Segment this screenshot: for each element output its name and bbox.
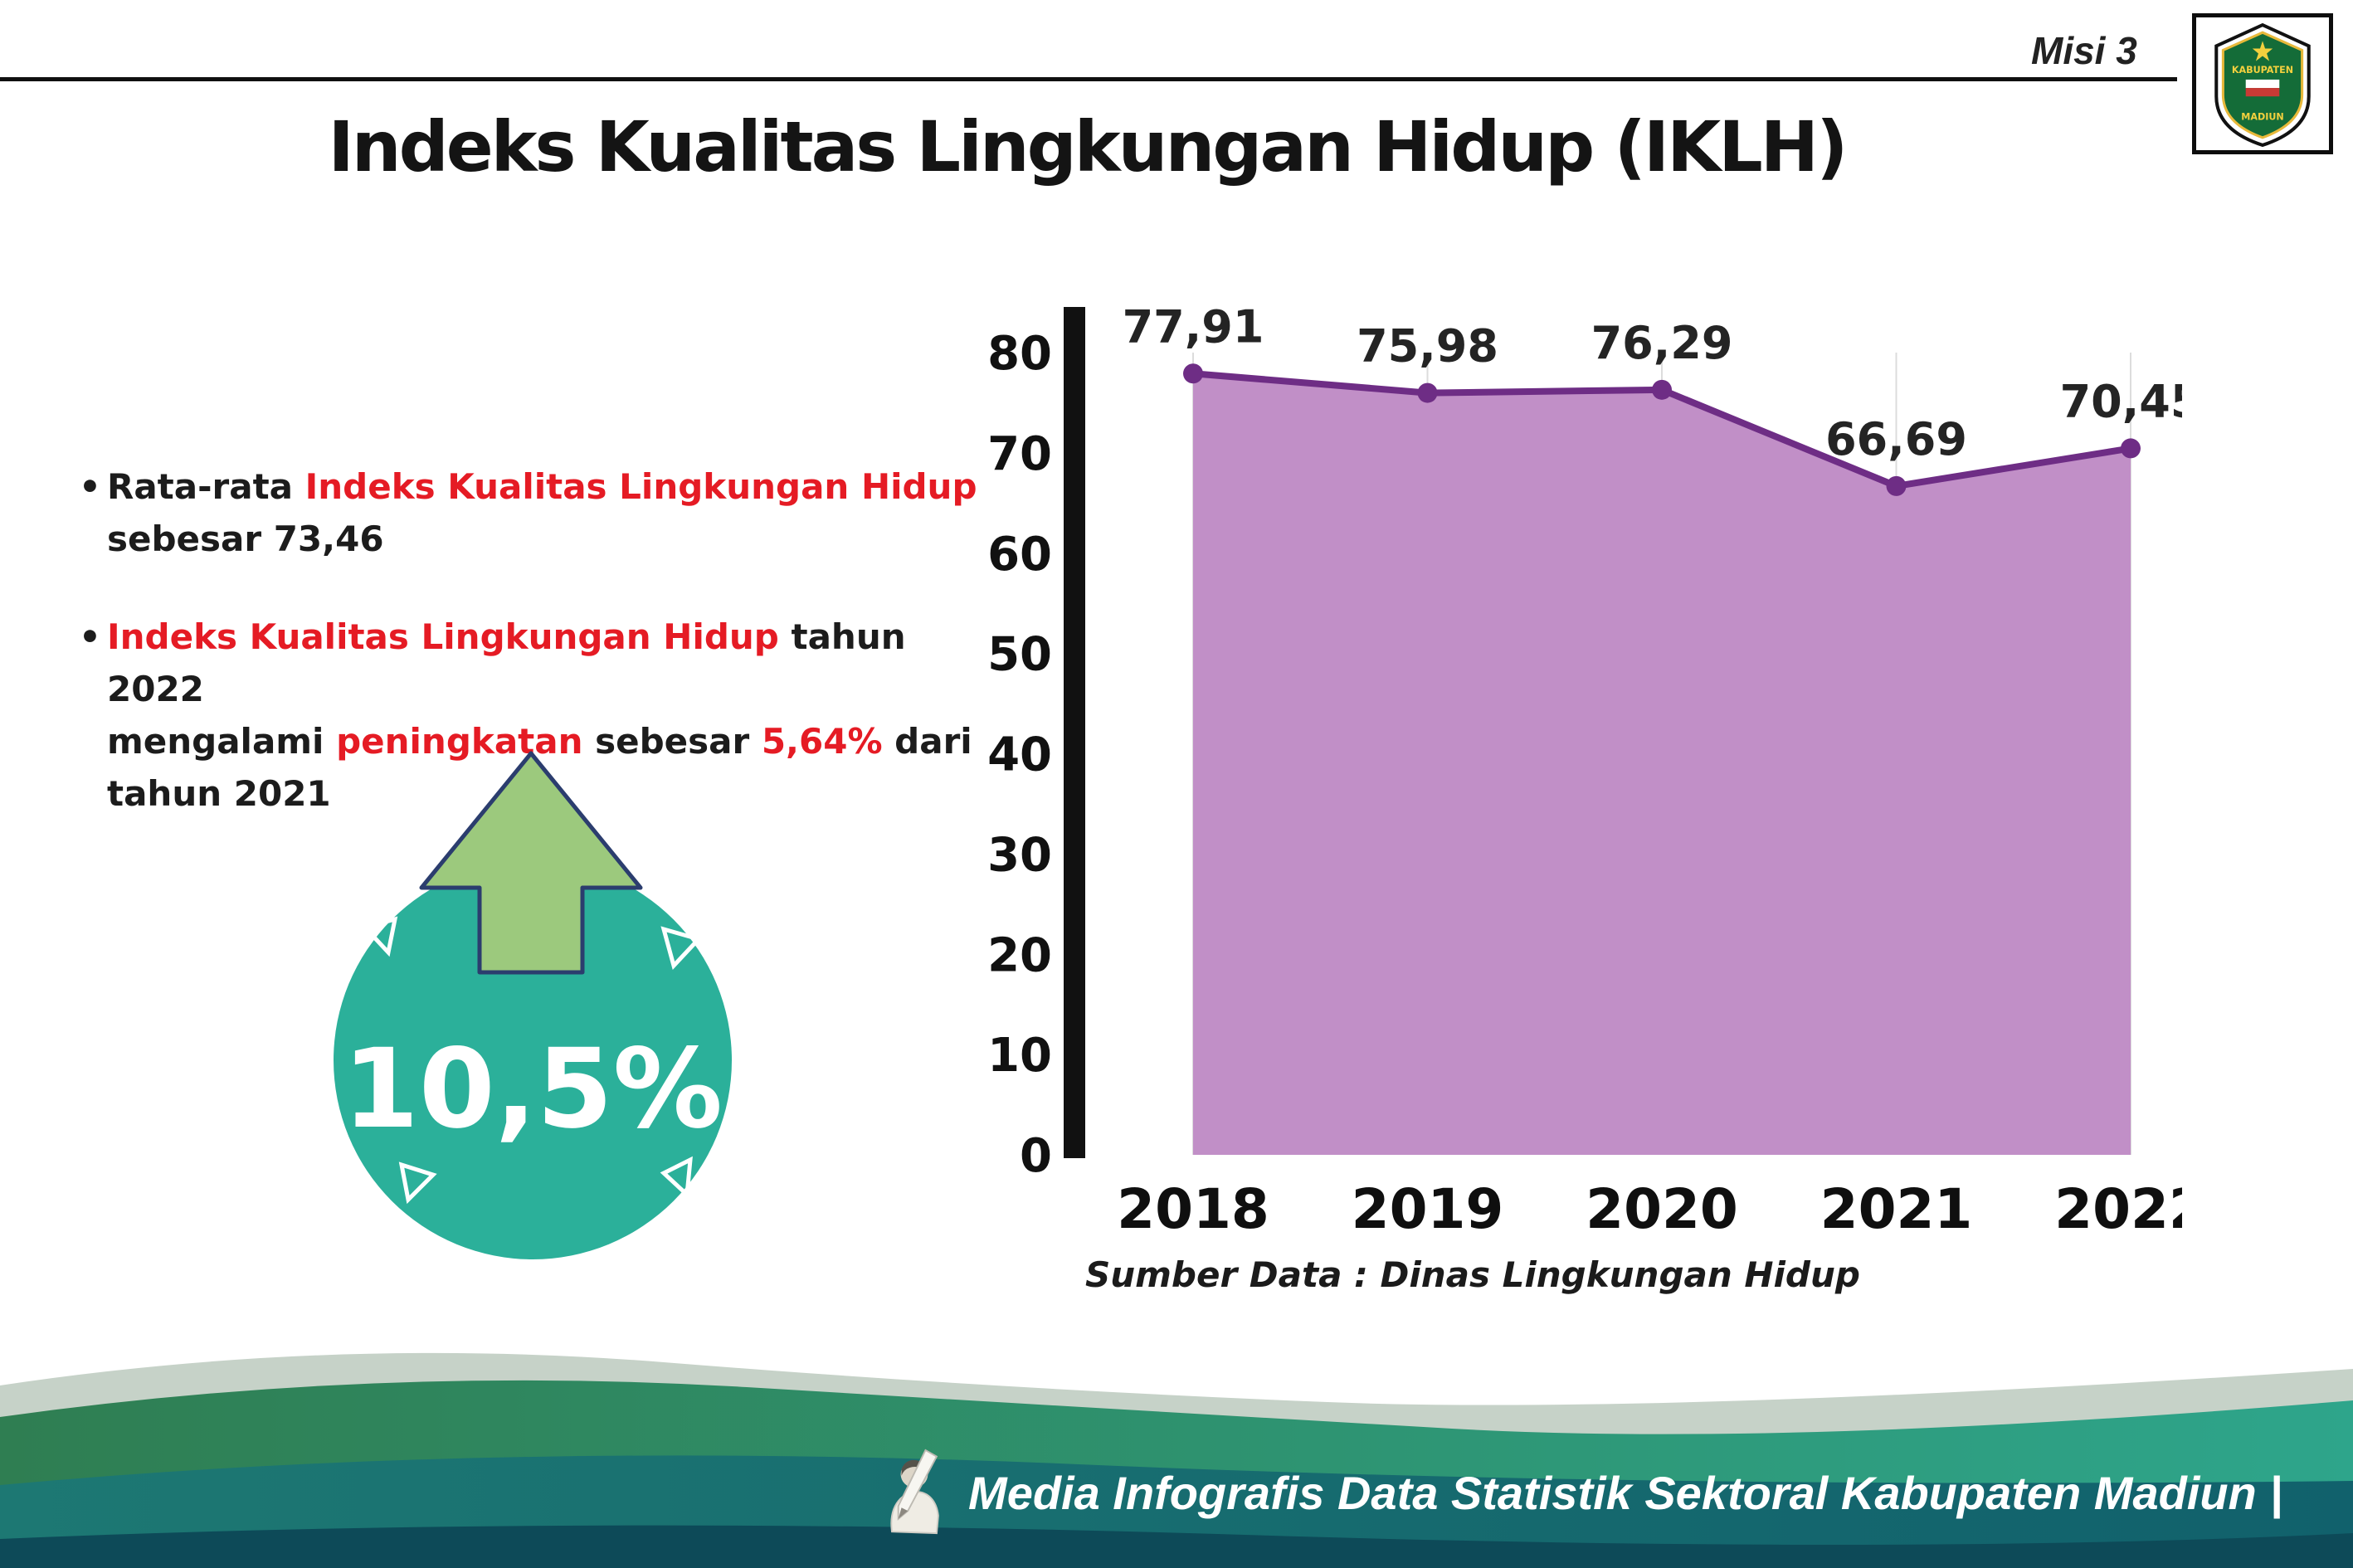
triangle-decoration-icon [660,1156,693,1200]
increase-value: 10,5% [343,1025,723,1153]
y-tick-label: 10 [987,1029,1052,1083]
kabupaten-madiun-logo: KABUPATEN MADIUN [2192,13,2333,154]
bullet-highlight: Indeks Kualitas Lingkungan Hidup [304,466,977,507]
x-tick-label: 2021 [1820,1177,1973,1241]
bullet-highlight: peningkatan [336,721,583,762]
bullet-text: tahun 2021 [107,773,331,814]
up-arrow-icon [419,751,643,975]
x-tick-label: 2020 [1586,1177,1738,1241]
page-title: Indeks Kualitas Lingkungan Hidup (IKLH) [328,106,1849,187]
x-tick-label: 2018 [1117,1177,1269,1241]
triangle-decoration-icon [660,926,703,970]
wave-deep [0,1525,2353,1568]
badge-circle [334,861,732,1259]
bullet-text: tahun 2022 [107,616,906,709]
bullet-highlight: 5,64% [761,721,883,762]
data-point [1417,382,1438,403]
source-note: Sumber Data : Dinas Lingkungan Hidup [1085,1254,1860,1295]
bullet-increase-2022: • Indeks Kualitas Lingkungan Hidup tahun … [79,611,1008,820]
y-tick-label: 50 [987,628,1052,682]
data-point [1183,363,1203,384]
bullet-average-iklh: • Rata-rata Indeks Kualitas Lingkungan Hi… [79,460,1008,565]
bullet-text: Rata-rata [107,466,305,507]
summary-bullets: • Rata-rata Indeks Kualitas Lingkungan Hi… [79,460,1008,820]
y-tick-label: 70 [987,427,1052,481]
value-label: 76,29 [1591,317,1733,369]
data-point [1652,379,1672,400]
y-tick-label: 40 [987,728,1052,782]
bullet-highlight: Indeks Kualitas Lingkungan Hidup [107,616,779,657]
header-divider [0,77,2177,81]
triangle-decoration-icon [398,1161,437,1205]
footer-credit: Media Infografis Data Statistik Sektoral… [875,1449,2282,1536]
bullet-text: mengalami [107,721,337,762]
data-point [1886,475,1907,496]
y-tick-label: 80 [987,327,1052,381]
y-tick-label: 30 [987,828,1052,882]
bullet-text: dari [882,721,972,762]
footer-wave-decoration [0,1352,2353,1568]
x-tick-label: 2022 [2054,1177,2182,1241]
bullet-glyph: • [79,466,101,507]
increase-badge: 10,5% [334,751,732,1259]
value-label: 70,45 [2060,375,2182,427]
bullet-text: sebesar [582,721,762,762]
iklh-area-chart: 0 10 20 30 40 50 60 70 80 77,91 75,98 76,29 66,69 70,… [987,300,2182,1241]
value-label: 75,98 [1357,320,1498,373]
y-tick-label: 60 [987,528,1052,582]
value-label: 66,69 [1825,413,1967,465]
madiun-crest-icon: KABUPATEN MADIUN [2214,22,2311,147]
footer-credit-text: Media Infografis Data Statistik Sektoral… [968,1466,2282,1519]
mascot-icon [890,1449,939,1535]
y-tick-label: 0 [1020,1129,1052,1183]
logo-top-text: KABUPATEN [2232,65,2293,75]
y-tick-label: 20 [987,928,1052,982]
misi-label: Misi 3 [2031,29,2137,72]
data-point [2121,438,2141,459]
y-axis-bar [1064,307,1085,1158]
value-label: 77,91 [1123,300,1264,353]
logo-bottom-text: MADIUN [2241,112,2283,123]
bullet-text: sebesar 73,46 [107,519,384,559]
triangle-decoration-icon [361,916,398,957]
x-tick-label: 2019 [1352,1177,1504,1241]
bullet-glyph: • [79,616,101,657]
area-fill [1193,373,2131,1155]
